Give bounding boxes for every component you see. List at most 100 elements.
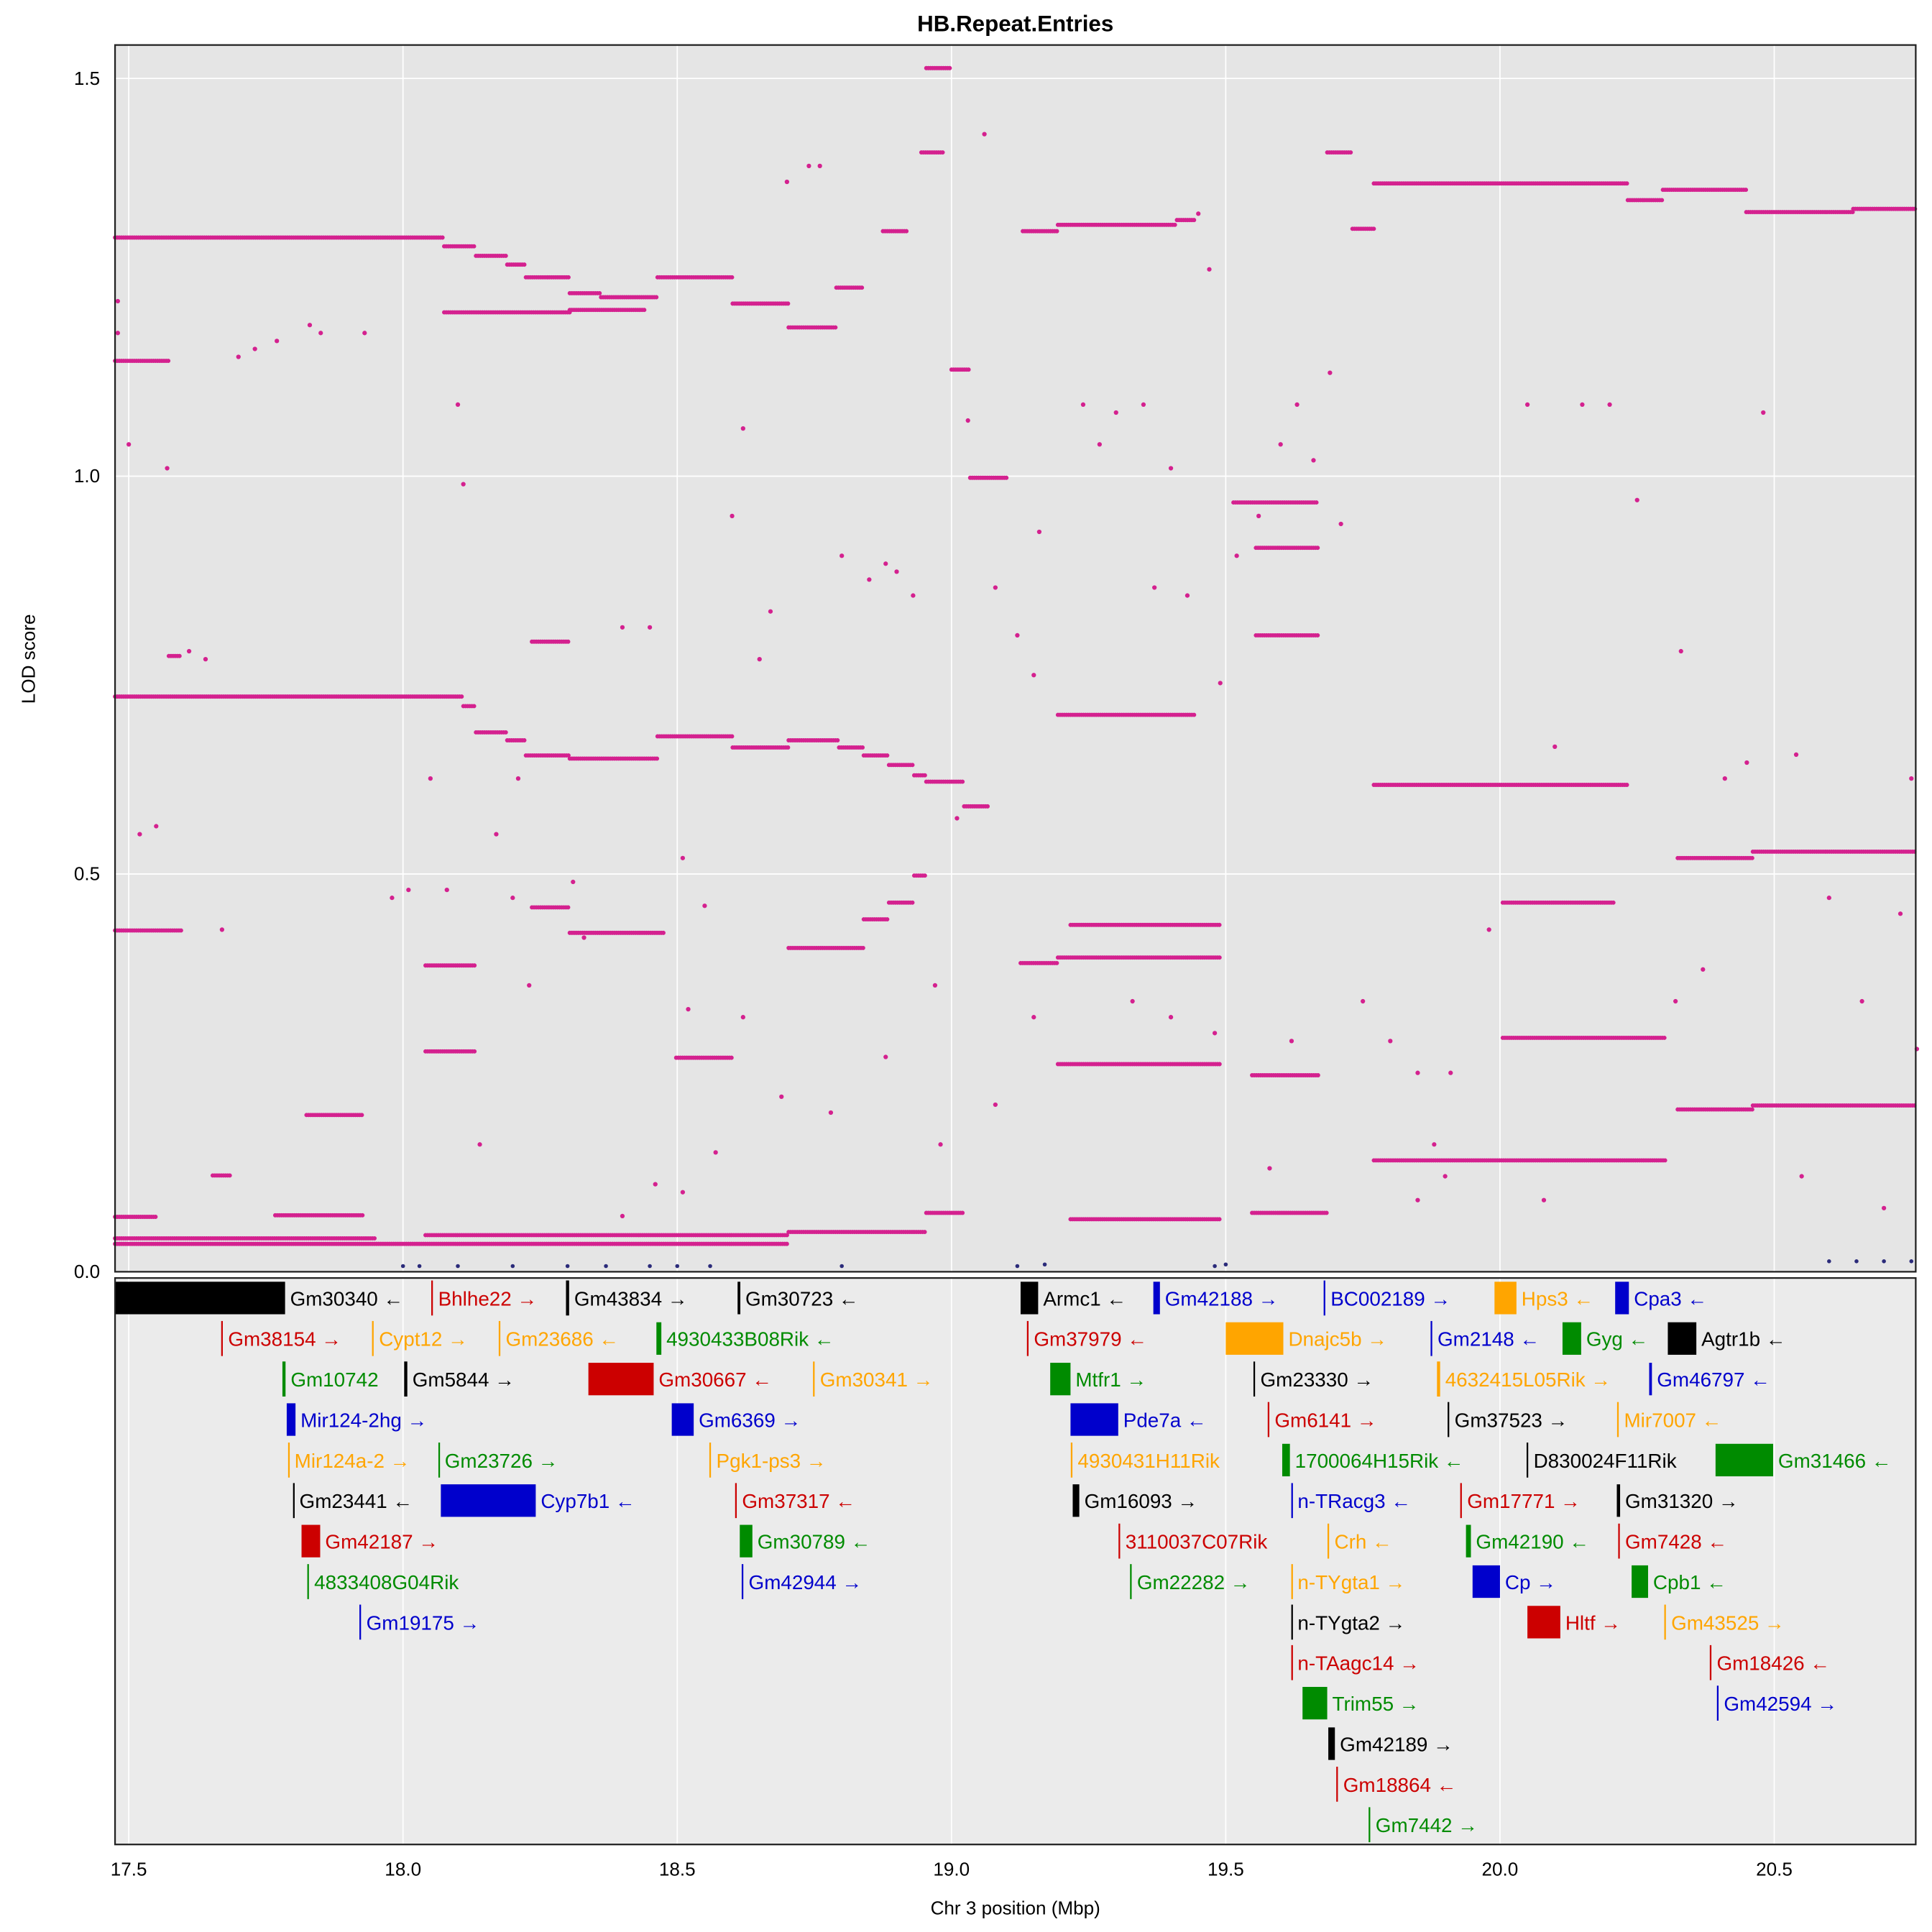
- lod-point: [680, 1190, 686, 1195]
- gene-Gm30667: Gm30667 ←: [588, 1363, 772, 1396]
- gene-label: Cp →: [1505, 1571, 1556, 1593]
- gene-label: Gm19175 →: [367, 1611, 480, 1634]
- lod-point: [828, 1110, 834, 1116]
- lod-point: [620, 625, 625, 630]
- gene-box: [740, 1524, 753, 1558]
- lod-point-secondary: [840, 1264, 844, 1269]
- gene-Gm6141: Gm6141 →: [1267, 1402, 1377, 1438]
- gene-track: Gm30340 ← Bhlhe22 → Gm43834 → Gm30723 ← Armc…: [115, 1280, 1892, 1843]
- lod-points: [115, 132, 1920, 1269]
- gene-box: [1328, 1727, 1335, 1760]
- gene-Dnajc5b: Dnajc5b →: [1225, 1322, 1387, 1355]
- lod-point: [1184, 593, 1190, 598]
- gene-Gm42594: Gm42594 →: [1716, 1685, 1837, 1721]
- gene-label: Gm2148 ←: [1438, 1328, 1540, 1351]
- gene-label: D830024F11Rik: [1534, 1450, 1677, 1472]
- lod-point: [757, 656, 762, 662]
- lod-point-secondary: [510, 1264, 515, 1269]
- gene-label: Gm6369 →: [699, 1409, 801, 1431]
- gene-D830024F11Rik: D830024F11Rik: [1526, 1443, 1677, 1478]
- gene-Gm42188: Gm42188 →: [1153, 1282, 1279, 1315]
- lod-point: [1486, 927, 1491, 932]
- gene-box: [286, 1403, 296, 1436]
- gene-panel: [115, 1278, 1916, 1845]
- gene-label: Gm23441 ←: [300, 1490, 413, 1512]
- lod-point: [1311, 458, 1316, 463]
- lod-point: [581, 935, 586, 940]
- lod-point: [1256, 513, 1261, 519]
- lod-point: [203, 656, 208, 662]
- gene-label: Mir7007 ←: [1624, 1409, 1721, 1431]
- lod-point: [477, 1142, 482, 1147]
- lod-point: [840, 553, 845, 558]
- lod-point: [137, 832, 142, 837]
- lod-point-secondary: [708, 1264, 712, 1269]
- lod-point: [1881, 1205, 1887, 1210]
- lod-point: [817, 163, 822, 169]
- gene-Gm30341: Gm30341 →: [813, 1361, 934, 1397]
- gene-label: Gm42189 →: [1340, 1733, 1453, 1755]
- lod-point: [982, 132, 987, 137]
- gene-Gm22282: Gm22282 →: [1130, 1564, 1251, 1599]
- gene-Cyp7b1: Cyp7b1 ←: [441, 1484, 635, 1517]
- lod-point-secondary: [1213, 1264, 1217, 1269]
- lod-point-secondary: [1882, 1259, 1886, 1264]
- gene-Hltf: Hltf →: [1527, 1606, 1621, 1639]
- lod-point: [461, 482, 466, 487]
- gene-box: [737, 1282, 741, 1315]
- gene-box: [1715, 1443, 1773, 1477]
- lod-point: [1432, 1142, 1437, 1147]
- lod-point-secondary: [565, 1264, 570, 1269]
- lod-point: [730, 513, 735, 519]
- gene-Gm23726: Gm23726 →: [438, 1443, 558, 1478]
- lod-point: [993, 585, 998, 590]
- x-tick-label: 20.5: [1756, 1859, 1793, 1880]
- gene-label: Gm23726 →: [445, 1450, 558, 1472]
- gene-Bhlhe22: Bhlhe22 →: [431, 1280, 537, 1316]
- y-tick-label: 0.0: [74, 1261, 100, 1282]
- gene-label: Gyg ←: [1586, 1328, 1649, 1351]
- lod-point: [219, 927, 225, 932]
- lod-point: [883, 1054, 888, 1059]
- gene-label: Gm37523 →: [1455, 1409, 1568, 1431]
- gene-Gm43834: Gm43834 →: [566, 1280, 688, 1316]
- gene-Mir7007: Mir7007 ←: [1616, 1402, 1722, 1438]
- gene-Gm38154: Gm38154 →: [221, 1320, 341, 1356]
- lod-point: [307, 323, 313, 328]
- lod-point: [1859, 998, 1864, 1004]
- lod-point: [1898, 911, 1903, 916]
- gene-box: [1225, 1322, 1284, 1355]
- lod-point: [647, 625, 653, 630]
- lod-point: [1113, 410, 1118, 415]
- gene-Cypt12: Cypt12 →: [372, 1320, 468, 1356]
- lod-point: [1328, 370, 1333, 375]
- gene-box: [1070, 1403, 1118, 1436]
- gene-Gm17771: Gm17771 →: [1460, 1483, 1581, 1519]
- gene-Gm23441: Gm23441 ←: [293, 1483, 413, 1519]
- lod-point: [686, 1006, 691, 1012]
- lod-point: [1036, 529, 1042, 535]
- gene-Cp: Cp →: [1472, 1565, 1556, 1598]
- lod-point-secondary: [1015, 1264, 1020, 1269]
- lod-point: [779, 1094, 784, 1100]
- lod-plot-panel: [115, 45, 1916, 1272]
- lod-point: [1388, 1039, 1393, 1044]
- gene-box: [671, 1403, 694, 1436]
- gene-label: Gm31466 ←: [1778, 1450, 1892, 1472]
- lod-point: [1799, 1174, 1804, 1179]
- gene-Gm43525: Gm43525 →: [1664, 1604, 1785, 1640]
- gene-label: Hltf →: [1565, 1611, 1621, 1634]
- lod-point: [1634, 497, 1639, 502]
- gene-Gm31466: Gm31466 ←: [1715, 1443, 1892, 1477]
- x-tick-label: 19.5: [1208, 1859, 1244, 1880]
- lod-point: [680, 855, 686, 860]
- gene-label: Gm18864 ←: [1343, 1774, 1457, 1796]
- gene-box: [115, 1282, 285, 1315]
- gene-label: Gm46797 ←: [1657, 1368, 1770, 1391]
- lod-point: [186, 648, 192, 654]
- gene-label: Cpb1 ←: [1653, 1571, 1726, 1593]
- gene-label: 3110037C07Rik: [1126, 1531, 1268, 1553]
- lod-runs: [113, 65, 1918, 1246]
- gene-label: Crh ←: [1335, 1531, 1392, 1553]
